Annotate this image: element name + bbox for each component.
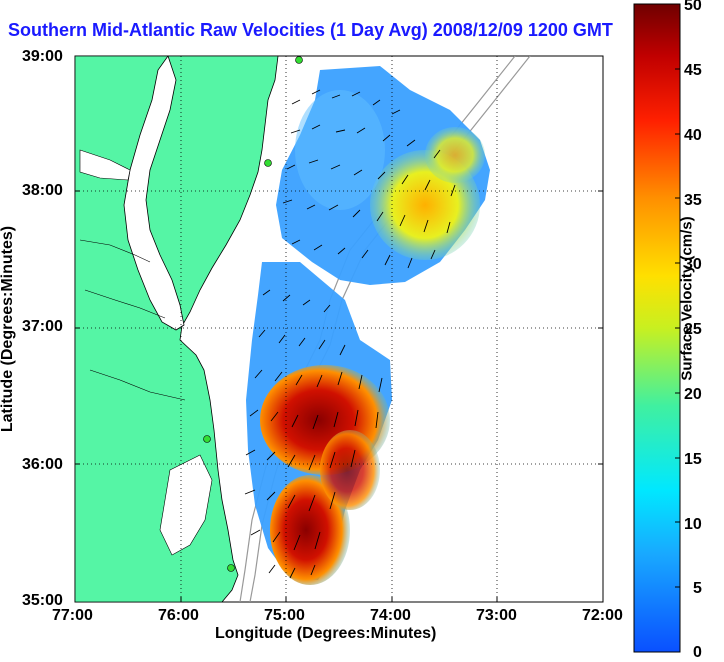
radar-stations	[203, 56, 303, 572]
y-tick-37: 37:00	[22, 318, 63, 335]
x-tick-74: 74:00	[370, 607, 411, 624]
x-tick-77: 77:00	[52, 607, 93, 624]
station-marker-2	[264, 159, 272, 167]
colorbar-tick-0: 0	[693, 644, 702, 661]
colorbar-tick-20: 20	[684, 386, 702, 403]
chesapeake-bay	[123, 56, 185, 331]
y-tick-36: 36:00	[22, 456, 63, 473]
x-tick-72: 72:00	[582, 607, 623, 624]
colorbar-tick-30: 30	[684, 256, 702, 273]
river-1	[79, 239, 151, 263]
bay-inlet	[79, 149, 131, 181]
colorbar-tick-45: 45	[684, 62, 702, 79]
y-tick-35: 35:00	[22, 592, 63, 609]
river-3	[89, 369, 186, 401]
y-tick-38: 38:00	[22, 182, 63, 199]
colorbar-ticks	[675, 3, 680, 653]
colorbar-tick-15: 15	[684, 451, 702, 468]
station-marker-1	[295, 56, 303, 64]
colorbar-tick-5: 5	[693, 580, 702, 597]
map-grid	[75, 56, 603, 602]
colorbar-tick-25: 25	[684, 321, 702, 338]
x-axis-label: Longitude (Degrees:Minutes)	[215, 625, 437, 642]
x-tick-76: 76:00	[158, 607, 199, 624]
colorbar	[633, 3, 681, 653]
station-marker-3	[203, 435, 211, 443]
colorbar-tick-35: 35	[684, 192, 702, 209]
river-2	[84, 289, 166, 319]
x-tick-75: 75:00	[264, 607, 305, 624]
velocity-vectors	[244, 89, 456, 579]
axis-ticks	[75, 190, 603, 602]
y-tick-39: 39:00	[22, 48, 63, 65]
station-marker-4	[227, 564, 235, 572]
map-title: Southern Mid-Atlantic Raw Velocities (1 …	[8, 20, 613, 40]
colorbar-tick-50: 50	[684, 0, 702, 14]
colorbar-tick-40: 40	[684, 127, 702, 144]
sound-water	[159, 454, 213, 556]
x-tick-73: 73:00	[476, 607, 517, 624]
colorbar-tick-10: 10	[684, 516, 702, 533]
